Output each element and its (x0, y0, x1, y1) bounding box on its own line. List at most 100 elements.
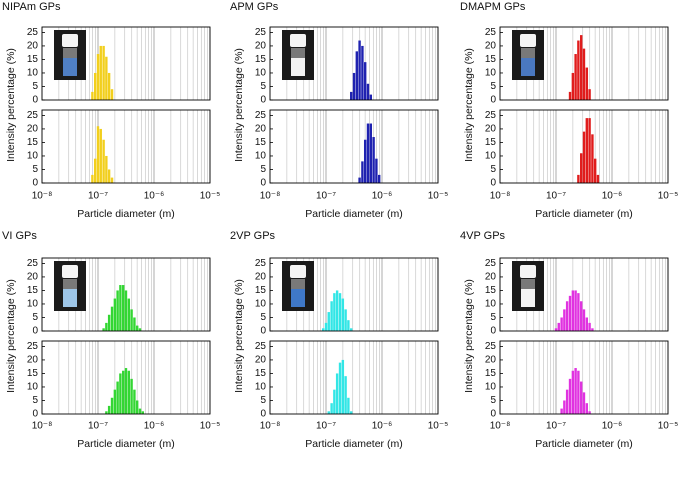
bar (105, 411, 108, 414)
y-tick-label: 20 (255, 355, 267, 366)
bar (588, 322, 591, 331)
bar (99, 128, 102, 183)
y-tick-label: 25 (485, 258, 497, 269)
x-tick-label: 10⁻⁶ (144, 421, 165, 432)
bar (105, 155, 108, 183)
vial-content (291, 289, 305, 307)
x-tick-label: 10⁻⁸ (490, 421, 511, 432)
y-tick-label: 5 (260, 312, 266, 323)
x-tick-label: 10⁻⁸ (260, 421, 281, 432)
bar (568, 91, 572, 100)
bar (585, 67, 589, 100)
bar (593, 158, 597, 183)
y-tick-label: 15 (27, 368, 39, 379)
y-tick-label: 5 (490, 395, 496, 406)
plot-frame (41, 340, 211, 415)
x-tick-label: 10⁻⁷ (546, 191, 566, 202)
y-tick-label: 0 (32, 178, 38, 189)
y-tick-label: 20 (27, 41, 39, 52)
y-tick-label: 0 (490, 409, 496, 420)
bar (577, 293, 580, 331)
bar (585, 403, 589, 414)
bar (124, 290, 128, 331)
bar (574, 54, 577, 100)
bar (333, 293, 336, 331)
bar (588, 411, 591, 414)
bar (372, 137, 375, 183)
bar (591, 328, 594, 331)
x-tick-label: 10⁻⁶ (372, 421, 393, 432)
x-axis-label: Particle diameter (m) (77, 208, 174, 220)
y-tick-label: 25 (27, 110, 39, 121)
y-axis-label: Intensity percentage (%) (5, 279, 17, 393)
bar (107, 169, 111, 183)
bar (141, 411, 145, 414)
vial-cap (62, 265, 78, 278)
bar (350, 328, 353, 331)
x-tick-label: 10⁻⁸ (32, 191, 53, 202)
bar (330, 403, 333, 414)
bar (565, 389, 569, 414)
y-axis-label: Intensity percentage (%) (233, 279, 245, 393)
bar (377, 174, 381, 183)
bar (554, 328, 558, 331)
y-axis-label: Intensity percentage (%) (463, 279, 475, 393)
bar (130, 309, 133, 331)
bar (580, 381, 583, 414)
bar (344, 376, 347, 414)
bar (138, 328, 142, 331)
y-tick-label: 0 (32, 95, 38, 106)
y-tick-label: 10 (255, 299, 267, 310)
bar (591, 134, 594, 183)
x-tick-label: 10⁻⁶ (602, 421, 623, 432)
bar (366, 123, 370, 183)
y-tick-label: 25 (485, 27, 497, 38)
bar (577, 370, 580, 414)
y-tick-label: 20 (255, 124, 267, 135)
plot-frame (269, 109, 439, 184)
y-tick-label: 5 (490, 312, 496, 323)
x-tick-label: 10⁻⁷ (316, 421, 336, 432)
y-tick-label: 20 (27, 355, 39, 366)
bar (335, 290, 339, 331)
bar (563, 400, 566, 414)
plot-frame (269, 257, 439, 332)
x-tick-label: 10⁻⁵ (658, 191, 679, 202)
bar (133, 389, 136, 414)
bar (122, 370, 125, 414)
bar (107, 314, 111, 331)
bar (110, 397, 114, 414)
bar (338, 293, 342, 331)
bar (91, 174, 94, 183)
y-tick-label: 20 (255, 272, 267, 283)
y-tick-label: 20 (485, 41, 497, 52)
y-tick-label: 5 (260, 395, 266, 406)
bar (93, 158, 97, 183)
y-tick-label: 25 (255, 110, 267, 121)
y-tick-label: 25 (27, 27, 39, 38)
bar (358, 40, 361, 100)
bar (102, 139, 105, 183)
y-tick-label: 10 (27, 299, 39, 310)
bar (571, 72, 575, 100)
y-tick-label: 10 (27, 151, 39, 162)
bar (335, 373, 339, 414)
plot-frame (499, 257, 669, 332)
bar (107, 72, 111, 100)
bar (560, 408, 563, 414)
panel-title: 4VP GPs (460, 230, 506, 242)
bar (91, 91, 94, 100)
bar (568, 378, 572, 414)
bar (113, 389, 117, 414)
x-tick-label: 10⁻⁵ (200, 421, 221, 432)
y-tick-label: 5 (32, 81, 38, 92)
bar (577, 174, 580, 183)
y-axis-label: Intensity percentage (%) (463, 48, 475, 162)
plot-frame (499, 26, 669, 101)
y-tick-label: 25 (27, 258, 39, 269)
vial-cap (290, 34, 306, 47)
plot-frame (269, 340, 439, 415)
y-tick-label: 0 (490, 326, 496, 337)
bar (577, 40, 580, 100)
bar (585, 317, 589, 331)
